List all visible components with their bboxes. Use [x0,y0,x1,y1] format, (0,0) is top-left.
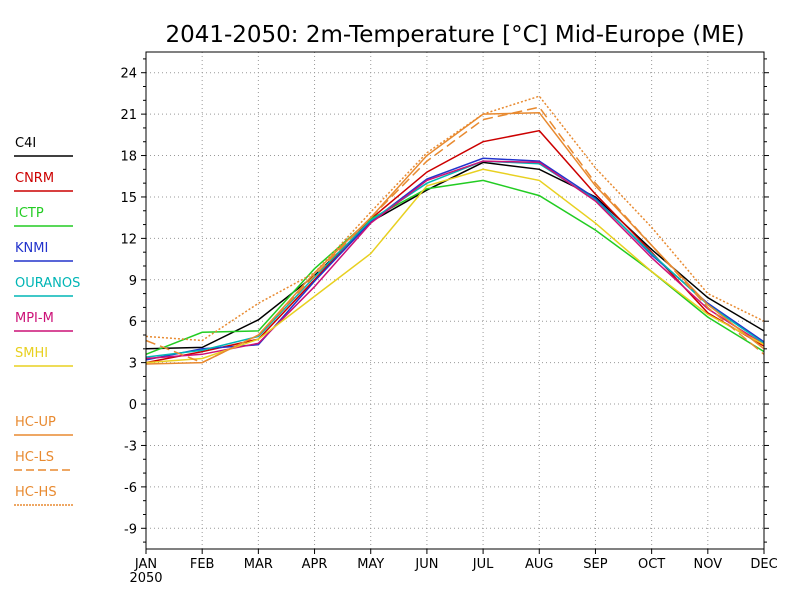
series-line-c4i [145,161,765,350]
series-line-hc-ls [145,106,765,364]
y-tick-label: -3 [124,439,137,454]
x-tick-label: AUG [525,557,553,572]
legend-label-ictp: ICTP [15,206,44,221]
plot-frame [145,51,765,550]
legend-label-hc-ls: HC-LS [15,450,54,465]
series-line-cnrm [145,129,765,364]
y-tick-label: 0 [129,398,137,413]
y-tick-label: 6 [129,315,137,330]
axes: -9 -6 -3 0 3 6 9 12 15 18 21 24 JAN FEB MAR APR MAY JUN JU… [120,58,778,572]
x-tick-label: JUL [472,557,494,572]
y-tick-label: -9 [124,522,137,537]
legend-label-c4i: C4I [15,136,36,151]
series-line-ouranos [145,160,765,358]
y-tick-label: 18 [120,150,137,165]
x-tick-label: MAY [357,557,384,572]
x-tick-label: JUN [414,557,438,572]
x-tick-label: NOV [694,557,723,572]
legend-label-ouranos: OURANOS [15,276,80,291]
legend-label-hc-up: HC-UP [15,415,56,430]
x-tick-label: FEB [190,557,215,572]
y-tick-label: 21 [120,108,137,123]
x-tick-label: DEC [750,557,777,572]
x-tick-label: SEP [583,557,607,572]
legend-label-knmi: KNMI [15,241,48,256]
legend-label-hc-hs: HC-HS [15,485,57,500]
chart-title: 2041-2050: 2m-Temperature [°C] Mid-Europ… [165,22,744,48]
y-tick-label: 12 [120,232,137,247]
y-tick-label: 15 [120,191,137,206]
legend-label-cnrm: CNRM [15,171,54,186]
series-line-smhi [145,168,765,364]
y-tick-label: 3 [129,357,137,372]
legend-label-mpi-m: MPI-M [15,311,54,326]
y-tick-label: 24 [120,67,137,82]
series-line-ictp [145,179,765,355]
grid [146,52,764,549]
series-line-hc-hs [145,95,765,342]
year-label: 2050 [129,571,162,586]
x-tick-label: APR [302,557,328,572]
legend-label-smhi: SMHI [15,346,48,361]
legend: C4I CNRM ICTP KNMI OURANOS MPI-M SMHI HC-UP HC-L… [14,136,80,506]
y-tick-label: 9 [129,274,137,289]
x-tick-label: OCT [638,557,665,572]
y-tick-label: -6 [124,481,137,496]
series-line-mpi-m [145,160,765,360]
x-tick-label: MAR [244,557,273,572]
x-tick-label: JAN [134,557,157,572]
series-lines [145,95,765,365]
